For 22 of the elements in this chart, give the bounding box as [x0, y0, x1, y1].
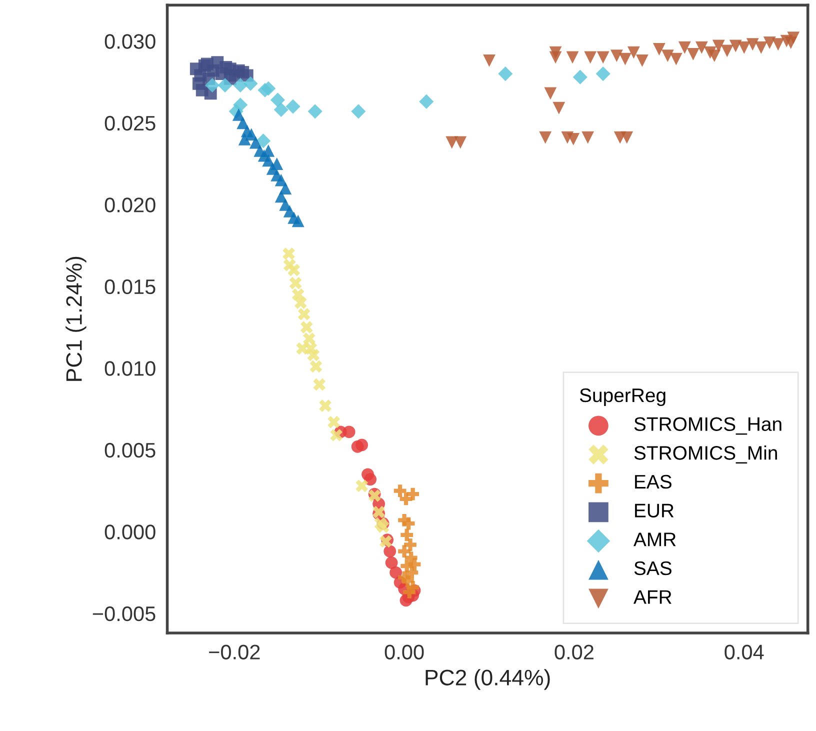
legend-label: SAS	[634, 561, 672, 576]
x-tick-label: 0.04	[724, 644, 764, 660]
x-tick-label: 0.00	[384, 644, 424, 660]
y-axis-title: PC1 (1.24%)	[66, 256, 86, 381]
legend-title: SuperReg	[580, 388, 666, 406]
y-tick-label: 0.010	[104, 361, 156, 376]
legend-label: STROMICS_Min	[634, 446, 777, 464]
y-tick-label: 0.005	[104, 442, 156, 458]
y-tick-label: 0.030	[104, 34, 156, 49]
legend-label: EAS	[635, 474, 672, 489]
x-axis-title: PC2 (0.44%)	[426, 669, 550, 690]
legend-label: STROMICS_Han	[634, 417, 782, 435]
y-tick-label: −0.005	[92, 606, 156, 622]
y-tick-label: 0.020	[104, 198, 156, 212]
y-tick-label: 0.025	[104, 116, 156, 131]
y-tick-label: 0.015	[104, 279, 156, 294]
legend-label: AFR	[633, 590, 672, 604]
x-tick-label: 0.02	[554, 644, 594, 660]
legend-label: AMR	[633, 532, 676, 546]
legend-label: EUR	[635, 504, 674, 518]
x-tick-label: −0.02	[209, 644, 260, 660]
y-tick-label: 0.000	[104, 524, 156, 540]
